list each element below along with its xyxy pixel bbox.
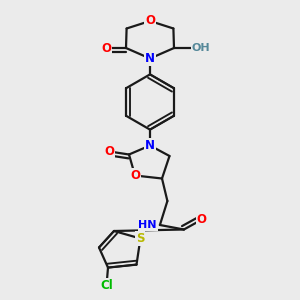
Text: N: N [145,52,155,65]
Text: O: O [130,169,140,182]
Text: HN: HN [138,220,157,230]
Text: N: N [145,139,155,152]
Text: OH: OH [192,43,211,53]
Text: Cl: Cl [100,279,113,292]
Text: O: O [196,213,206,226]
Text: O: O [104,145,115,158]
Text: O: O [101,41,112,55]
Text: O: O [145,14,155,28]
Text: S: S [136,232,145,245]
